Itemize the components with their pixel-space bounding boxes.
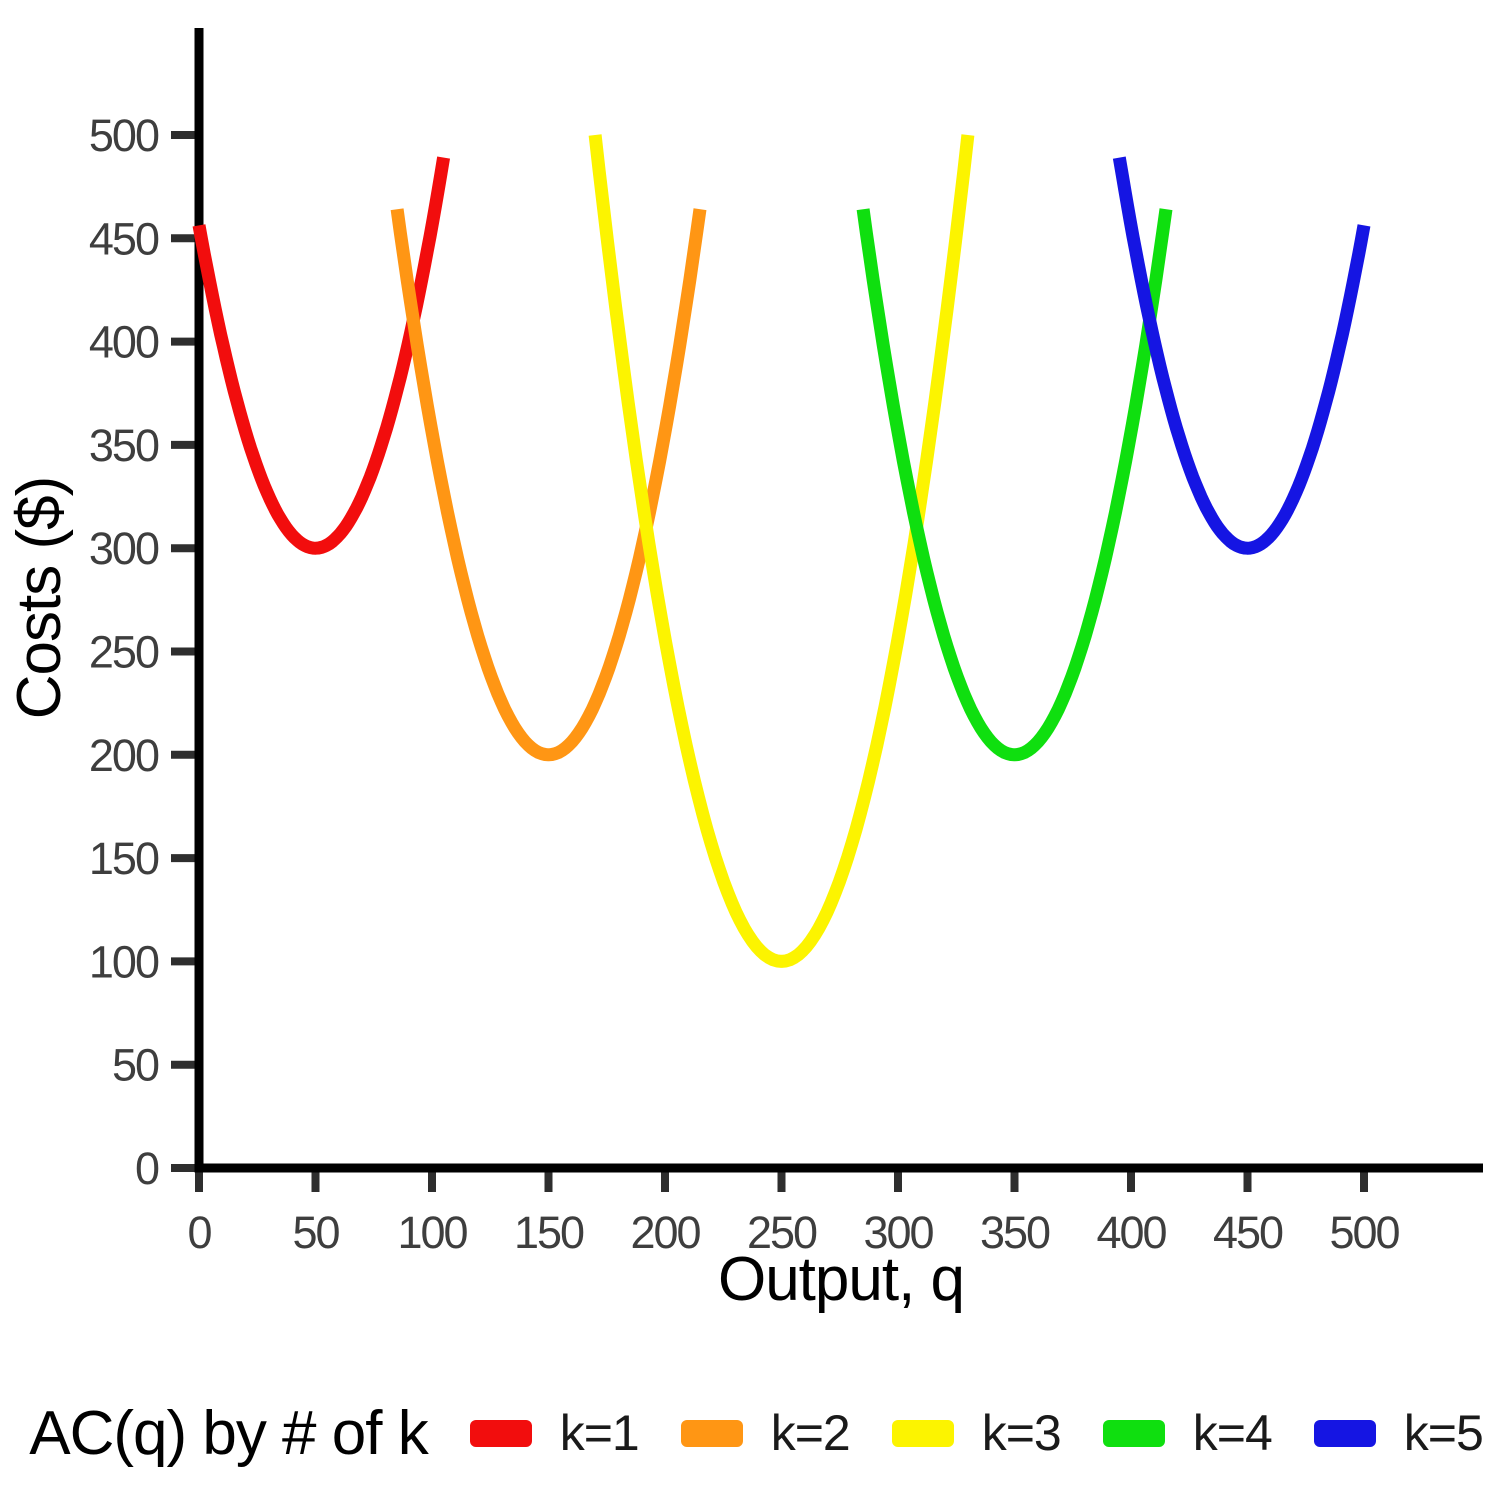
cost-curves-chart: 0 50 100 150 200 250 300 350 400 450 500 0 50 100 150… — [5, 28, 1483, 1314]
legend-entry-k2: k=2 — [680, 1404, 851, 1462]
y-tick-label: 150 — [89, 833, 159, 884]
legend-entry-k4: k=4 — [1102, 1404, 1273, 1462]
y-tick-label: 400 — [89, 317, 159, 368]
x-tick-label: 300 — [863, 1207, 933, 1258]
legend-title: AC(q) by # of k — [29, 1398, 428, 1468]
legend-label-k3: k=3 — [981, 1405, 1062, 1461]
legend-label-k4: k=4 — [1192, 1405, 1273, 1461]
x-axis-title: Output, q — [718, 1245, 964, 1314]
ac-curve-k5 — [1112, 156, 1371, 555]
ac-curve-k1 — [192, 156, 451, 555]
y-tick-label: 250 — [89, 627, 159, 678]
legend-swatch-k1 — [469, 1419, 532, 1447]
y-tick-label: 350 — [89, 420, 159, 471]
x-tick-label: 350 — [980, 1207, 1050, 1258]
y-tick-label: 500 — [89, 110, 159, 161]
x-axis-ticks: 0 50 100 150 200 250 300 350 400 450 500 — [187, 1170, 1402, 1258]
ac-curve-k3 — [588, 134, 975, 968]
ac-curves — [192, 134, 1371, 968]
x-tick-label: 200 — [630, 1207, 700, 1258]
legend-entry-k5: k=5 — [1313, 1404, 1484, 1462]
x-tick-label: 50 — [292, 1207, 339, 1258]
x-tick-label: 450 — [1213, 1207, 1283, 1258]
y-tick-label: 50 — [112, 1040, 159, 1091]
legend-swatch-k4 — [1102, 1419, 1165, 1447]
x-tick-label: 250 — [747, 1207, 817, 1258]
legend: AC(q) by # of k k=1 k=2 k=3 k=4 k=5 — [0, 1388, 1512, 1478]
legend-swatch-k2 — [680, 1419, 743, 1447]
legend-label-k2: k=2 — [770, 1405, 851, 1461]
y-tick-label: 450 — [89, 213, 159, 264]
legend-entry-k1: k=1 — [469, 1404, 640, 1462]
legend-swatch-k5 — [1313, 1419, 1376, 1447]
legend-swatch-k3 — [891, 1419, 954, 1447]
y-axis-ticks: 0 50 100 150 200 250 300 350 400 450 500 — [89, 110, 197, 1194]
y-tick-label: 200 — [89, 730, 159, 781]
x-tick-label: 100 — [397, 1207, 467, 1258]
ac-curve-k4 — [856, 208, 1173, 762]
x-tick-label: 150 — [514, 1207, 584, 1258]
y-axis-title: Costs ($) — [5, 477, 74, 719]
x-tick-label: 0 — [187, 1207, 211, 1258]
legend-label-k1: k=1 — [559, 1405, 640, 1461]
legend-entry-k3: k=3 — [891, 1404, 1062, 1462]
x-tick-label: 500 — [1329, 1207, 1399, 1258]
y-tick-label: 100 — [89, 936, 159, 987]
legend-label-k5: k=5 — [1403, 1405, 1484, 1461]
ac-curve-k2 — [390, 208, 707, 762]
x-tick-label: 400 — [1096, 1207, 1166, 1258]
y-tick-label: 300 — [89, 523, 159, 574]
y-tick-label: 0 — [135, 1143, 159, 1194]
